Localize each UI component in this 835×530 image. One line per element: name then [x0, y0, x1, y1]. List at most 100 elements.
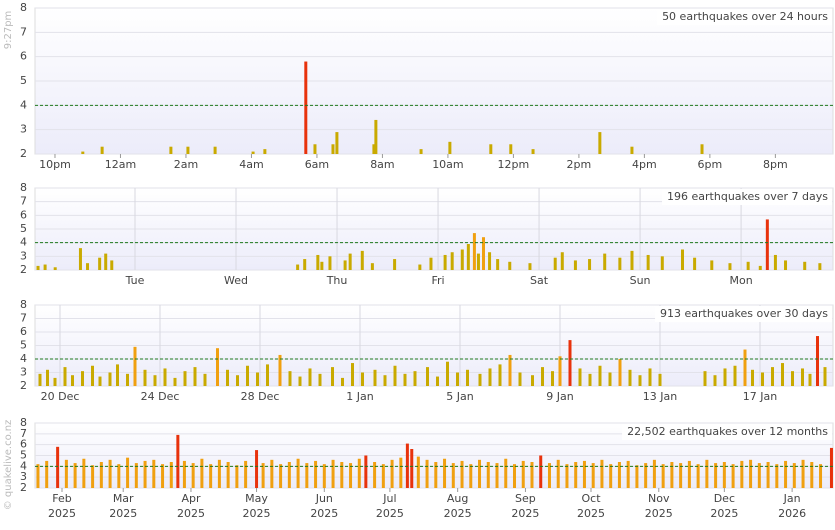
- bar: [251, 151, 255, 154]
- bar: [316, 254, 320, 270]
- x-tick-label: 2am: [174, 158, 198, 171]
- bar: [213, 146, 217, 154]
- bar: [416, 456, 420, 488]
- bar: [351, 363, 354, 386]
- bar: [270, 459, 274, 488]
- bar: [781, 363, 784, 386]
- bar: [110, 260, 114, 270]
- bar: [618, 257, 622, 270]
- bar: [226, 369, 229, 386]
- bar: [303, 259, 307, 270]
- bar: [504, 458, 508, 488]
- bar: [98, 257, 102, 270]
- bar: [393, 365, 397, 386]
- bar: [163, 368, 167, 386]
- bar: [364, 455, 368, 488]
- bar: [679, 463, 683, 488]
- x-tick-label: Tue: [125, 274, 145, 287]
- bar: [582, 460, 586, 488]
- bar: [217, 459, 221, 488]
- bar: [86, 263, 90, 270]
- y-tick-label: 7: [20, 312, 27, 325]
- bar: [244, 460, 248, 488]
- bar: [713, 375, 717, 386]
- bar: [81, 371, 84, 386]
- bar: [349, 463, 353, 488]
- y-tick-label: 2: [20, 481, 27, 494]
- bar: [399, 457, 403, 488]
- bar: [823, 367, 827, 386]
- bar: [419, 149, 423, 154]
- bar: [357, 458, 361, 488]
- y-tick-label: 3: [20, 470, 27, 483]
- bar: [443, 254, 447, 270]
- bar: [530, 462, 534, 488]
- bar: [318, 373, 322, 386]
- x-tick-label: 13 Jan: [643, 390, 677, 403]
- x-tick-label: 4am: [239, 158, 263, 171]
- bar: [635, 465, 639, 488]
- x-tick-label: 1 Jan: [346, 390, 373, 403]
- bar: [784, 260, 788, 270]
- bar: [446, 361, 449, 386]
- bar: [328, 256, 332, 270]
- bar: [64, 459, 68, 488]
- bar: [661, 464, 665, 488]
- bar: [784, 460, 788, 488]
- bar: [313, 144, 317, 154]
- bar: [553, 257, 557, 270]
- x-tick-label: Jun 2025: [310, 492, 338, 520]
- bar: [644, 463, 648, 488]
- y-tick-label: 6: [20, 208, 27, 221]
- bar: [152, 459, 156, 488]
- bar: [551, 371, 554, 386]
- bar: [36, 265, 40, 270]
- bar: [304, 61, 308, 154]
- bar: [296, 458, 300, 488]
- bar: [829, 447, 833, 488]
- bar: [78, 248, 82, 270]
- x-tick-label: 12pm: [498, 158, 530, 171]
- bar: [578, 368, 582, 386]
- bar: [733, 365, 737, 386]
- bar: [658, 373, 662, 386]
- bar: [508, 261, 512, 270]
- bar: [331, 459, 335, 488]
- y-tick-label: 3: [20, 366, 27, 379]
- bar: [740, 460, 744, 488]
- y-tick-label: 7: [20, 25, 27, 38]
- bar: [617, 462, 621, 488]
- bar: [436, 376, 439, 386]
- bar: [143, 460, 147, 488]
- bar: [443, 458, 447, 488]
- bar: [731, 464, 735, 488]
- bar: [598, 132, 602, 154]
- bar: [153, 375, 157, 386]
- bar: [703, 371, 707, 386]
- bar: [528, 263, 532, 270]
- bar: [246, 365, 249, 386]
- bar: [235, 465, 239, 488]
- bar: [266, 364, 269, 386]
- x-tick-label: Wed: [224, 274, 248, 287]
- bar: [588, 259, 592, 270]
- x-tick-label: 4pm: [632, 158, 657, 171]
- bar: [714, 463, 718, 488]
- bar: [305, 463, 309, 488]
- x-tick-label: 12am: [105, 158, 136, 171]
- bar: [169, 146, 173, 154]
- bar: [775, 464, 779, 488]
- bar: [696, 464, 700, 488]
- bar: [618, 359, 622, 386]
- bar: [803, 261, 807, 270]
- bar: [710, 260, 714, 270]
- bar: [314, 460, 318, 488]
- bar: [278, 354, 282, 386]
- summary-box: [657, 9, 832, 25]
- bar: [495, 463, 499, 488]
- bar: [466, 369, 469, 386]
- summary: 913 earthquakes over 30 days: [660, 307, 828, 320]
- bar: [43, 264, 47, 270]
- y-tick-label: 7: [20, 195, 27, 208]
